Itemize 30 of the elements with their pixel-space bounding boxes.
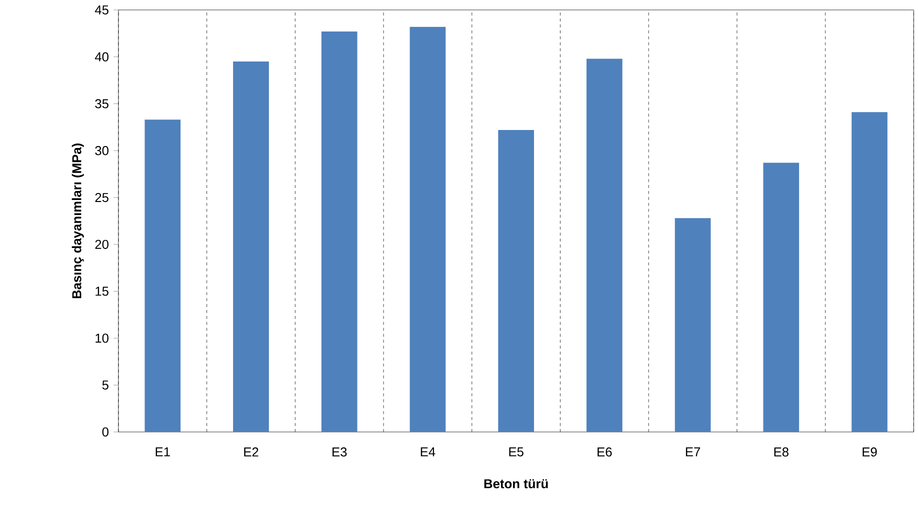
bar	[144, 120, 181, 432]
y-tick-label: 45	[94, 6, 108, 15]
y-tick-label: 10	[96, 334, 108, 343]
bar	[674, 218, 711, 432]
y-tick-label: 25	[95, 193, 108, 202]
y-tick-label: 5	[102, 380, 108, 390]
bar	[410, 27, 446, 432]
x-tick-label: E4	[420, 448, 436, 457]
y-tick-label: 35	[95, 99, 108, 109]
y-tick-label: 20	[95, 240, 108, 250]
y-tick-label: 15	[96, 287, 108, 296]
x-tick-label: E1	[156, 448, 170, 457]
x-axis-title: Beton türü	[484, 479, 548, 489]
x-tick-label: E7	[686, 448, 700, 457]
bar	[763, 163, 800, 432]
y-axis-title: Basınç dayanımları (MPa)	[72, 144, 84, 298]
bar	[321, 32, 358, 432]
x-tick-label: E3	[332, 448, 347, 457]
bar	[498, 130, 534, 432]
bar	[233, 62, 269, 432]
x-tick-label: E5	[509, 448, 524, 457]
y-tick-label: 0	[102, 428, 108, 437]
x-tick-label: E6	[598, 448, 612, 457]
x-tick-label: E9	[862, 448, 877, 457]
y-tick-label: 40	[94, 52, 108, 62]
y-tick-label: 30	[95, 146, 108, 156]
x-tick-label: E2	[244, 448, 258, 457]
bar	[586, 58, 622, 432]
bar	[852, 112, 888, 432]
x-tick-label: E8	[774, 448, 788, 457]
